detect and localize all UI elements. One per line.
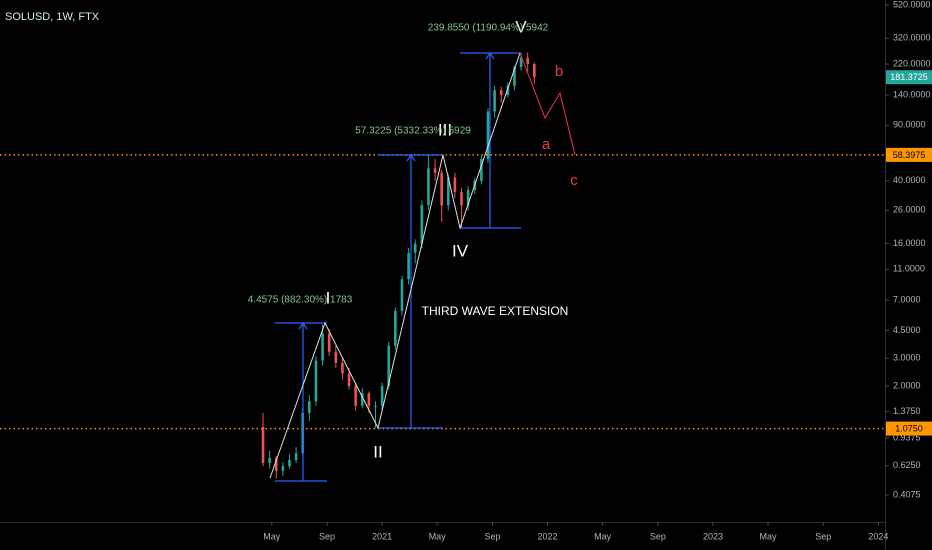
y-tick-label: 0.6250 [893,460,921,470]
wave-label: b [555,63,563,80]
y-tick-label: 1.3750 [893,406,921,416]
candle-body [327,333,331,352]
note: THIRD WAVE EXTENSION [422,304,569,318]
candle-body [519,58,523,68]
measure-arrow-head [485,51,495,60]
y-tick-label: 26.0000 [893,205,926,215]
wave-label: I [326,288,331,307]
candle-body [433,168,437,173]
x-tick-label: 2022 [538,531,558,541]
candle-body [347,373,351,387]
candle-body [367,393,371,406]
price-line-label-text: 1.0750 [895,423,923,433]
y-tick-label: 11.0000 [893,264,925,274]
candle-body [499,90,503,95]
candle-body [261,426,265,464]
candle-body [493,90,496,112]
candle-body [427,168,430,206]
x-tick-label: May [429,531,447,541]
x-tick-label: 2024 [868,531,888,541]
candle-body [274,457,278,471]
candle-body [446,177,450,206]
candle-body [334,351,338,363]
candle-body [420,205,424,244]
candle-body [374,405,377,407]
x-tick-label: 2021 [372,531,392,541]
candle-body [453,177,457,192]
candle-body [440,172,443,206]
y-tick-label: 0.9375 [893,432,921,442]
y-tick-label: 90.0000 [893,120,926,130]
candle-body [288,459,291,467]
x-tick-label: May [594,531,612,541]
y-tick-label: 3.0000 [893,353,921,363]
candle-body [314,360,318,402]
wave-label: II [373,442,382,461]
candle-body [281,466,285,471]
y-tick-label: 220.0000 [893,58,931,68]
measure-arrow-head [298,321,308,330]
candle-body [321,333,324,361]
last-price-text: 181.3725 [890,72,928,82]
candle-body [360,393,364,406]
price-labels: 520.0000 320.0000 220.0000 140.0000 90.0000 4… [263,0,932,541]
x-tick-label: May [263,531,281,541]
x-tick-label: Sep [650,531,666,541]
candle-body [526,58,529,65]
candle-body [400,279,404,311]
y-tick-label: 7.0000 [893,295,921,305]
y-tick-label: 140.0000 [893,89,931,99]
y-tick-label: 0.4075 [893,489,921,499]
x-tick-label: Sep [815,531,831,541]
correction-line [519,52,576,156]
y-tick-label: 4.5000 [893,325,921,335]
wave-label: III [438,120,452,139]
last-price-box [886,70,932,85]
x-tick-label: May [760,531,778,541]
x-tick-label: 2023 [703,531,723,541]
price-line-label-box [886,147,932,162]
x-tick-label: Sep [319,531,335,541]
y-tick-label: 16.0000 [893,238,926,248]
candle-body [506,85,510,95]
measure-arrow-head [406,153,416,162]
y-tick-label: 520.0000 [893,0,931,9]
wave-label: IV [452,241,469,260]
x-tick-label: Sep [484,531,500,541]
candle-body [387,345,391,387]
price-line-label-text: 58.3975 [893,150,926,160]
wave-label: a [542,136,551,153]
price-line-label-box [886,421,932,436]
candle-body [354,386,357,406]
wave-label: c [570,172,578,189]
candle-body [480,158,483,181]
candle-body [466,189,470,206]
wave-label: V [515,17,527,36]
candle-body [294,453,298,460]
candle-body [533,64,536,78]
wave-line [269,52,521,479]
measure-label: 57.3225 (5332.33%) 5929 [355,126,471,137]
candle-body [407,252,410,280]
candle-body [341,362,344,374]
candle-body [513,67,516,86]
y-tick-label: 40.0000 [893,175,926,185]
candle-body [460,191,463,206]
y-tick-label: 320.0000 [893,33,931,43]
candle-body [486,111,490,159]
candle-body [394,310,397,346]
candle-body [308,401,311,413]
measure-label: 239.8550 (1190.94%) 5942 [428,23,549,34]
y-tick-label: 2.0000 [893,380,921,390]
candle-body [380,386,384,406]
candle-body [268,457,271,464]
measure-label: 4.4575 (882.30%) 1783 [248,295,353,306]
candle-body [413,243,417,253]
symbol-title: SOLUSD, 1W, FTX [5,11,100,23]
